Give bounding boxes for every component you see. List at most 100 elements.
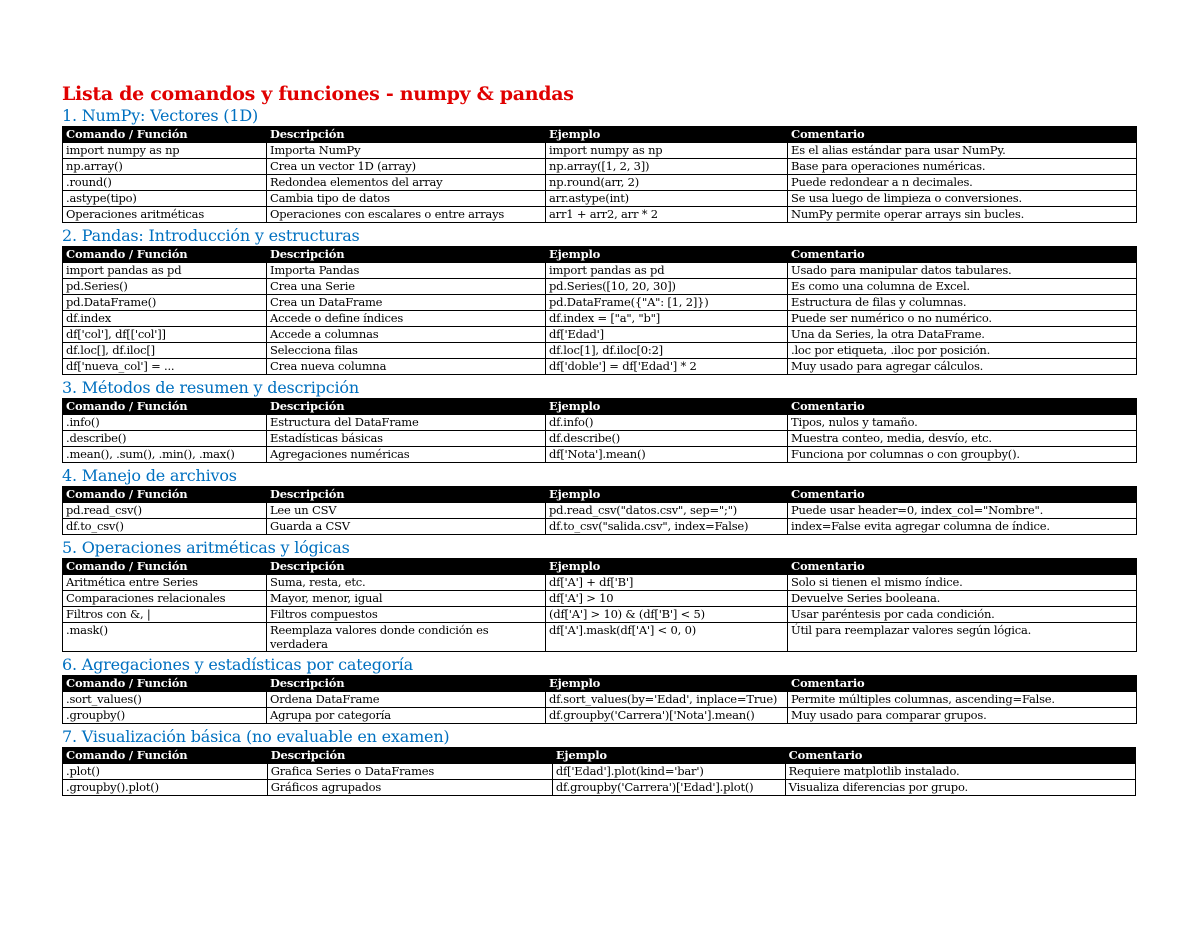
cell-example: df['A'] + df['B'] (545, 574, 788, 591)
section-heading: 1. NumPy: Vectores (1D) (62, 106, 258, 125)
cell-description: Selecciona filas (266, 342, 546, 359)
cell-example: df['doble'] = df['Edad'] * 2 (545, 358, 788, 375)
cell-comment: Se usa luego de limpieza o conversiones. (787, 190, 1137, 207)
cell-comment: Puede redondear a n decimales. (787, 174, 1137, 191)
cell-command: df['col'], df[['col']] (62, 326, 267, 343)
column-header-comment: Comentario (787, 126, 1137, 143)
cell-command: pd.Series() (62, 278, 267, 295)
cell-description: Filtros compuestos (266, 606, 546, 623)
cell-command: pd.read_csv() (62, 502, 267, 519)
cell-example: df['Nota'].mean() (545, 446, 788, 463)
column-header-command: Comando / Función (62, 398, 267, 415)
column-header-example: Ejemplo (551, 747, 786, 764)
cell-comment: Permite múltiples columnas, ascending=Fa… (787, 691, 1137, 708)
cell-description: Mayor, menor, igual (266, 590, 546, 607)
cell-comment: Visualiza diferencias por grupo. (784, 779, 1137, 796)
section-heading: 3. Métodos de resumen y descripción (62, 378, 359, 397)
cell-command: np.array() (62, 158, 267, 175)
table-row: import pandas as pd Importa Pandas import … (62, 262, 1137, 279)
table-row: df['col'], df[['col']] Accede a columnas d… (62, 326, 1137, 343)
section-heading: 7. Visualización básica (no evaluable en… (62, 727, 450, 746)
cell-command: df.index (62, 310, 267, 327)
cell-example: df.info() (545, 414, 788, 431)
cell-description: Crea una Serie (266, 278, 546, 295)
cell-command: .plot() (62, 763, 268, 780)
column-header-command: Comando / Función (62, 246, 267, 263)
cell-command: .groupby().plot() (62, 779, 268, 796)
cell-comment: Muy usado para agregar cálculos. (787, 358, 1137, 375)
cell-example: pd.read_csv("datos.csv", sep=";") (545, 502, 788, 519)
cell-comment: Muestra conteo, media, desvío, etc. (787, 430, 1137, 447)
commands-table: Comando / Función Descripción Ejemplo Comen… (62, 398, 1137, 463)
column-header-example: Ejemplo (545, 675, 788, 692)
table-row: pd.read_csv() Lee un CSV pd.read_csv("dato… (62, 502, 1137, 519)
cell-description: Gráficos agrupados (266, 779, 553, 796)
table-row: np.array() Crea un vector 1D (array) np.ar… (62, 158, 1137, 175)
cell-command: df.to_csv() (62, 518, 267, 535)
cell-command: df['nueva_col'] = ... (62, 358, 267, 375)
cell-command: pd.DataFrame() (62, 294, 267, 311)
table-row: df.index Accede o define índices df.index … (62, 310, 1137, 327)
cell-description: Crea un DataFrame (266, 294, 546, 311)
cell-description: Redondea elementos del array (266, 174, 546, 191)
cell-description: Guarda a CSV (266, 518, 546, 535)
cell-example: df['Edad'].plot(kind='bar') (551, 763, 786, 780)
cell-comment: .loc por etiqueta, .iloc por posición. (787, 342, 1137, 359)
cell-comment: Es como una columna de Excel. (787, 278, 1137, 295)
cell-command: .mean(), .sum(), .min(), .max() (62, 446, 267, 463)
table-row: .astype(tipo) Cambia tipo de datos arr.ast… (62, 190, 1137, 207)
cell-example: np.array([1, 2, 3]) (545, 158, 788, 175)
table-row: .groupby().plot() Gráficos agrupados df.gr… (62, 779, 1137, 796)
column-header-description: Descripción (266, 486, 546, 503)
cell-comment: Es el alias estándar para usar NumPy. (787, 142, 1137, 159)
cell-command: Filtros con &, | (62, 606, 267, 623)
table-row: Aritmética entre Series Suma, resta, etc.… (62, 574, 1137, 591)
table-header-row: Comando / Función Descripción Ejemplo Comen… (62, 398, 1137, 415)
column-header-command: Comando / Función (62, 486, 267, 503)
table-row: .mask() Reemplaza valores donde condición… (62, 622, 1137, 652)
cell-example: df.groupby('Carrera')['Edad'].plot() (551, 779, 786, 796)
cell-comment: Usar paréntesis por cada condición. (787, 606, 1137, 623)
cell-comment: NumPy permite operar arrays sin bucles. (787, 206, 1137, 223)
cell-example: df.to_csv("salida.csv", index=False) (545, 518, 788, 535)
cell-example: df.index = ["a", "b"] (545, 310, 788, 327)
cell-description: Estructura del DataFrame (266, 414, 546, 431)
cell-description: Suma, resta, etc. (266, 574, 546, 591)
cell-comment: Muy usado para comparar grupos. (787, 707, 1137, 724)
column-header-command: Comando / Función (62, 675, 267, 692)
column-header-description: Descripción (266, 675, 546, 692)
cell-description: Importa Pandas (266, 262, 546, 279)
table-row: Comparaciones relacionales Mayor, menor, … (62, 590, 1137, 607)
cell-command: .mask() (62, 622, 267, 652)
table-row: .plot() Grafica Series o DataFrames df['Ed… (62, 763, 1137, 780)
cell-comment: Solo si tienen el mismo índice. (787, 574, 1137, 591)
cell-description: Accede o define índices (266, 310, 546, 327)
cell-command: import numpy as np (62, 142, 267, 159)
column-header-example: Ejemplo (545, 558, 788, 575)
column-header-comment: Comentario (784, 747, 1137, 764)
cell-description: Importa NumPy (266, 142, 546, 159)
table-row: Filtros con &, | Filtros compuestos (df['A… (62, 606, 1137, 623)
column-header-example: Ejemplo (545, 398, 788, 415)
commands-table: Comando / Función Descripción Ejemplo Comen… (62, 246, 1137, 375)
cell-comment: Devuelve Series booleana. (787, 590, 1137, 607)
cell-description: Agregaciones numéricas (266, 446, 546, 463)
cell-example: df.describe() (545, 430, 788, 447)
table-header-row: Comando / Función Descripción Ejemplo Comen… (62, 486, 1137, 503)
table-header-row: Comando / Función Descripción Ejemplo Comen… (62, 246, 1137, 263)
cell-description: Crea nueva columna (266, 358, 546, 375)
table-row: df['nueva_col'] = ... Crea nueva columna d… (62, 358, 1137, 375)
cell-comment: Una da Series, la otra DataFrame. (787, 326, 1137, 343)
section-heading: 5. Operaciones aritméticas y lógicas (62, 538, 350, 557)
cell-comment: index=False evita agregar columna de índ… (787, 518, 1137, 535)
cell-comment: Estructura de filas y columnas. (787, 294, 1137, 311)
cell-example: np.round(arr, 2) (545, 174, 788, 191)
cell-command: import pandas as pd (62, 262, 267, 279)
table-header-row: Comando / Función Descripción Ejemplo Comen… (62, 558, 1137, 575)
cell-description: Estadísticas básicas (266, 430, 546, 447)
commands-table: Comando / Función Descripción Ejemplo Comen… (62, 126, 1137, 223)
cell-example: import pandas as pd (545, 262, 788, 279)
table-row: import numpy as np Importa NumPy import nu… (62, 142, 1137, 159)
section-heading: 6. Agregaciones y estadísticas por categ… (62, 655, 413, 674)
cell-description: Ordena DataFrame (266, 691, 546, 708)
